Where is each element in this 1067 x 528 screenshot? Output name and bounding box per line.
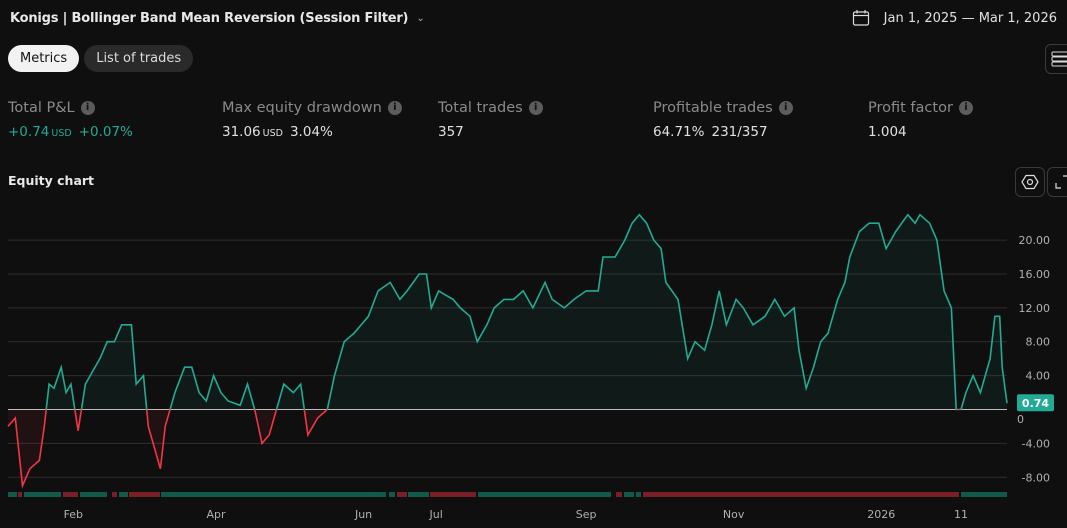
trade-strip-segment xyxy=(18,492,22,497)
trade-strip-segment xyxy=(636,492,641,497)
y-tick-label: 8.00 xyxy=(1026,336,1051,349)
date-range-text: Jan 1, 2025 — Mar 1, 2026 xyxy=(883,10,1057,26)
trade-strip-segment xyxy=(389,492,395,497)
metric-label: Total P&L xyxy=(8,100,75,116)
x-tick-label: Feb xyxy=(64,508,83,521)
trade-strip-segment xyxy=(63,492,78,497)
strategy-title[interactable]: Konigs | Bollinger Band Mean Reversion (… xyxy=(10,11,425,26)
tab-list-of-trades[interactable]: List of trades xyxy=(84,45,194,72)
metric-label: Max equity drawdown xyxy=(222,100,382,116)
y-tick-label: 20.00 xyxy=(1019,234,1051,247)
trade-strip-segment xyxy=(430,492,476,497)
x-tick-label: Jul xyxy=(429,508,443,521)
trade-strip-segment xyxy=(112,492,117,497)
metric-profitable-trades: Profitable trades i 64.71% 231/357 xyxy=(653,100,793,140)
calendar-icon xyxy=(852,10,869,26)
y-tick-label: 0 xyxy=(1017,413,1024,426)
x-tick-label: 2026 xyxy=(867,508,895,521)
chevron-down-icon[interactable]: ⌄ xyxy=(416,13,425,24)
metric-label: Profitable trades xyxy=(653,100,773,116)
x-tick-label: Nov xyxy=(723,508,745,521)
info-icon[interactable]: i xyxy=(958,101,973,115)
metric-total-trades: Total trades i 357 xyxy=(438,100,543,140)
trade-strip-segment xyxy=(961,492,1007,497)
metric-max-drawdown: Max equity drawdown i 31.06 USD 3.04% xyxy=(222,100,402,140)
equity-chart: 20.00 16.00 12.00 8.00 4.00 0 -4.00 -8.00 Feb Apr… xyxy=(7,213,1054,521)
x-tick-label: 11 xyxy=(954,508,968,521)
list-icon xyxy=(1051,51,1067,67)
metric-value: 1.004 xyxy=(868,124,907,140)
metric-profit-factor: Profit factor i 1.004 xyxy=(868,100,973,140)
info-icon[interactable]: i xyxy=(528,101,543,115)
info-icon[interactable]: i xyxy=(80,101,95,115)
metric-secondary: 3.04% xyxy=(289,124,333,140)
trade-strip-segment xyxy=(616,492,622,497)
trade-strip-segment xyxy=(8,492,17,497)
trade-strip-segment xyxy=(397,492,407,497)
metric-total-pnl: Total P&L i +0.74 USD +0.07% xyxy=(8,100,133,140)
x-tick-label: Jun xyxy=(354,508,372,521)
equity-line-negative xyxy=(7,409,962,489)
trade-strip-segment xyxy=(24,492,61,497)
info-icon[interactable]: i xyxy=(778,101,793,115)
metric-label: Total trades xyxy=(438,100,523,116)
tab-metrics[interactable]: Metrics xyxy=(8,45,80,72)
strategy-title-text: Konigs | Bollinger Band Mean Reversion (… xyxy=(10,11,409,26)
menu-button[interactable] xyxy=(1045,44,1067,74)
metric-secondary: +0.07% xyxy=(78,124,133,140)
current-value-badge-text: 0.74 xyxy=(1022,397,1049,410)
y-tick-label: 12.00 xyxy=(1019,302,1051,315)
metric-value: 357 xyxy=(438,124,464,140)
x-tick-label: Apr xyxy=(207,508,227,521)
info-icon[interactable]: i xyxy=(387,101,402,115)
metric-value: 64.71% xyxy=(653,124,705,140)
expand-chart-button[interactable] xyxy=(1047,167,1067,197)
trade-strip-segment xyxy=(161,492,386,497)
settings-icon xyxy=(1021,174,1039,190)
chart-settings-button[interactable] xyxy=(1015,167,1045,197)
trade-strip-segment xyxy=(80,492,107,497)
metric-secondary: 231/357 xyxy=(711,124,768,140)
y-tick-label: 16.00 xyxy=(1019,268,1051,281)
tab-bar: Metrics List of trades xyxy=(8,45,194,72)
metric-value: 31.06 USD xyxy=(222,124,283,140)
trade-strip-segment xyxy=(643,492,959,497)
metric-label: Profit factor xyxy=(868,100,953,116)
trade-strip-segment xyxy=(478,492,611,497)
equity-line-positive xyxy=(45,213,1008,410)
x-tick-label: Sep xyxy=(576,508,597,521)
expand-icon xyxy=(1055,175,1067,189)
metric-value: +0.74 USD xyxy=(8,124,72,140)
date-range-picker[interactable]: Jan 1, 2025 — Mar 1, 2026 xyxy=(852,9,1057,27)
y-tick-label: -4.00 xyxy=(1022,437,1050,450)
trade-strip-segment xyxy=(129,492,160,497)
y-tick-label: -8.00 xyxy=(1022,471,1050,484)
equity-chart-label: Equity chart xyxy=(8,173,95,188)
trade-strip-segment xyxy=(624,492,634,497)
equity-area-positive xyxy=(8,214,1007,410)
y-tick-label: 4.00 xyxy=(1026,370,1051,383)
trade-strip-segment xyxy=(408,492,429,497)
current-value-badge xyxy=(1017,394,1054,412)
trade-strip-segment xyxy=(119,492,128,497)
